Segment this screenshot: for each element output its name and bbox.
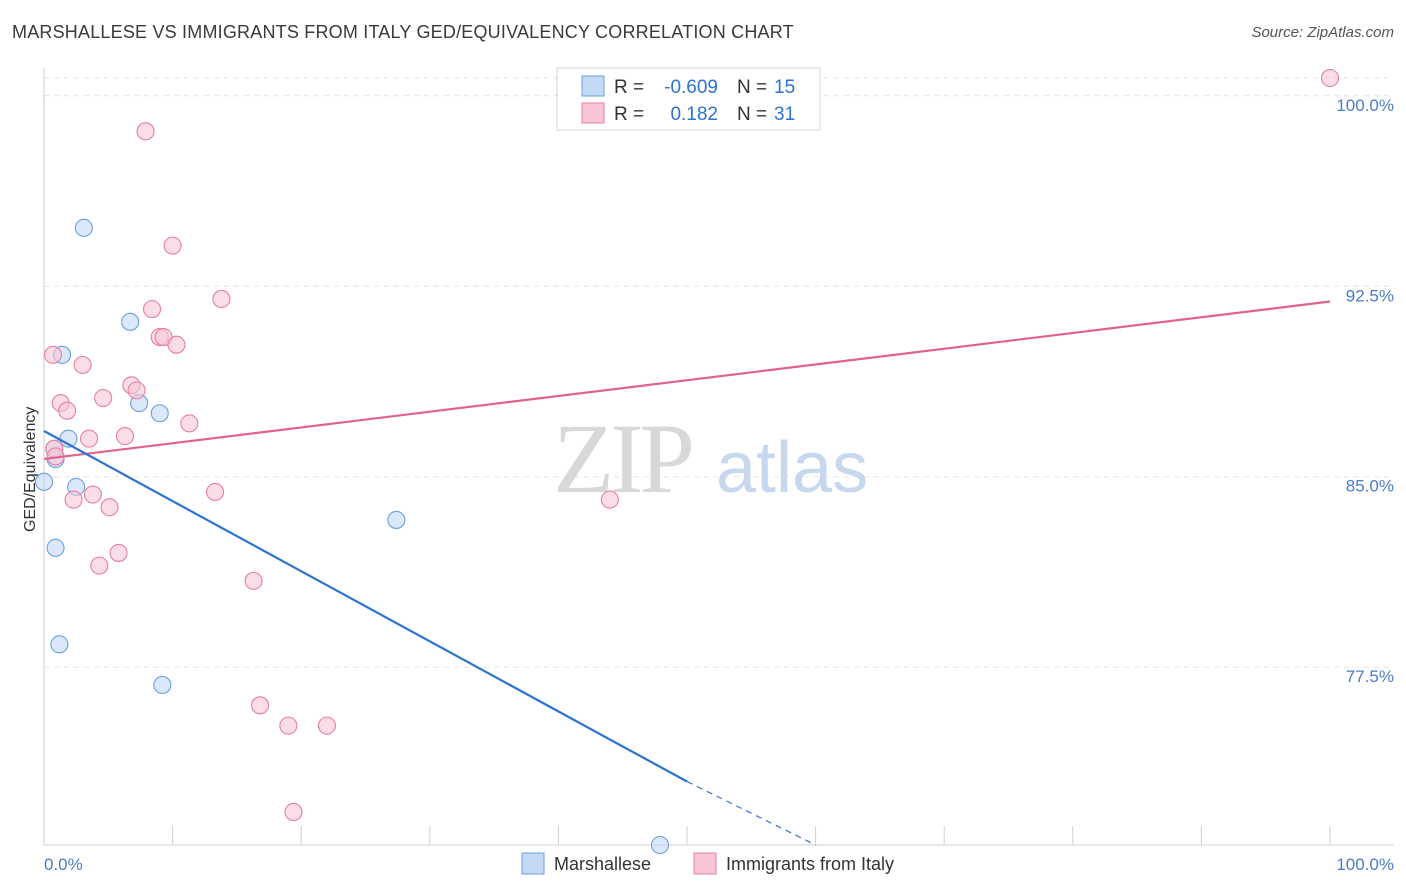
- source-label: Source: ZipAtlas.com: [1251, 24, 1394, 41]
- watermark-atlas: atlas: [716, 428, 868, 508]
- data-point-italy: [250, 696, 270, 715]
- x-tick-labels: 0.0% 100.0%: [44, 855, 1394, 874]
- data-point-italy: [109, 543, 128, 562]
- x-tick-label-max: 100.0%: [1336, 855, 1394, 874]
- trend-line-marshallese-extension: [686, 780, 816, 846]
- x-ticks: [43, 826, 1331, 845]
- data-point-italy: [279, 716, 298, 735]
- data-point-italy: [1320, 68, 1340, 88]
- legend-label-italy[interactable]: Immigrants from Italy: [726, 854, 894, 874]
- stats-swatch-italy: [581, 102, 605, 124]
- axes: [43, 68, 1394, 846]
- data-point-italy: [58, 401, 77, 420]
- watermark: ZIP atlas: [553, 403, 868, 514]
- trend-line-marshallese: [43, 430, 688, 783]
- data-point-italy: [205, 482, 225, 502]
- data-point-italy: [317, 716, 336, 735]
- y-tick-labels: 77.5% 85.0% 92.5% 100.0%: [1336, 96, 1394, 686]
- stats-n-value-2: 31: [774, 104, 795, 125]
- data-point-marshallese: [150, 404, 169, 423]
- stats-n-label-2: N =: [737, 104, 767, 125]
- y-tick-label: 77.5%: [1346, 667, 1394, 686]
- x-tick-label-min: 0.0%: [44, 855, 83, 874]
- data-point-italy: [284, 802, 303, 822]
- data-point-italy: [244, 571, 263, 590]
- y-tick-label: 92.5%: [1346, 286, 1394, 305]
- trend-lines: [43, 300, 1331, 846]
- data-point-italy: [100, 498, 119, 517]
- data-point-italy: [600, 490, 619, 509]
- data-point-marshallese: [650, 835, 670, 855]
- data-point-marshallese: [387, 510, 406, 529]
- data-point-marshallese: [50, 635, 69, 654]
- data-point-italy: [136, 122, 155, 141]
- data-point-italy: [212, 289, 231, 309]
- data-point-italy: [73, 355, 92, 375]
- data-point-italy: [142, 300, 162, 319]
- legend-swatch-marshallese[interactable]: [521, 852, 545, 875]
- data-point-marshallese: [74, 218, 93, 237]
- data-point-italy: [127, 381, 146, 400]
- data-point-marshallese: [34, 472, 54, 491]
- data-point-italy: [64, 490, 83, 509]
- data-point-italy: [83, 485, 102, 504]
- stats-swatch-marshallese: [581, 75, 605, 97]
- stats-r-label-2: R =: [614, 104, 644, 125]
- data-point-italy: [90, 556, 109, 575]
- data-point-italy: [94, 388, 113, 408]
- data-point-marshallese: [153, 675, 172, 695]
- legend-swatch-italy[interactable]: [693, 852, 717, 875]
- legend-label-marshallese[interactable]: Marshallese: [554, 854, 651, 874]
- y-tick-label: 100.0%: [1336, 96, 1394, 115]
- series-marshallese-points: [34, 218, 670, 855]
- data-point-italy: [115, 427, 135, 446]
- y-axis-title: GED/Equivalency: [22, 407, 39, 532]
- data-point-marshallese: [46, 538, 65, 557]
- watermark-zip: ZIP: [553, 403, 691, 514]
- data-point-italy: [79, 429, 99, 448]
- stats-r-label-1: R =: [614, 77, 644, 98]
- chart-title: MARSHALLESE VS IMMIGRANTS FROM ITALY GED…: [12, 22, 794, 42]
- data-point-marshallese: [121, 312, 140, 331]
- stats-n-label-1: N =: [737, 77, 767, 98]
- series-italy-points: [43, 68, 1340, 822]
- data-point-italy: [167, 335, 186, 354]
- stats-r-value-1: -0.609: [664, 77, 718, 98]
- legend: Marshallese Immigrants from Italy: [521, 852, 894, 875]
- y-tick-label: 85.0%: [1346, 477, 1394, 496]
- data-point-italy: [43, 345, 63, 364]
- data-point-italy: [163, 236, 182, 255]
- trend-line-italy: [43, 300, 1331, 461]
- stats-n-value-1: 15: [774, 77, 795, 98]
- data-point-italy: [180, 414, 199, 433]
- stats-box: R = -0.609 N = 15 R = 0.182 N = 31: [556, 67, 821, 131]
- stats-r-value-2: 0.182: [670, 104, 718, 125]
